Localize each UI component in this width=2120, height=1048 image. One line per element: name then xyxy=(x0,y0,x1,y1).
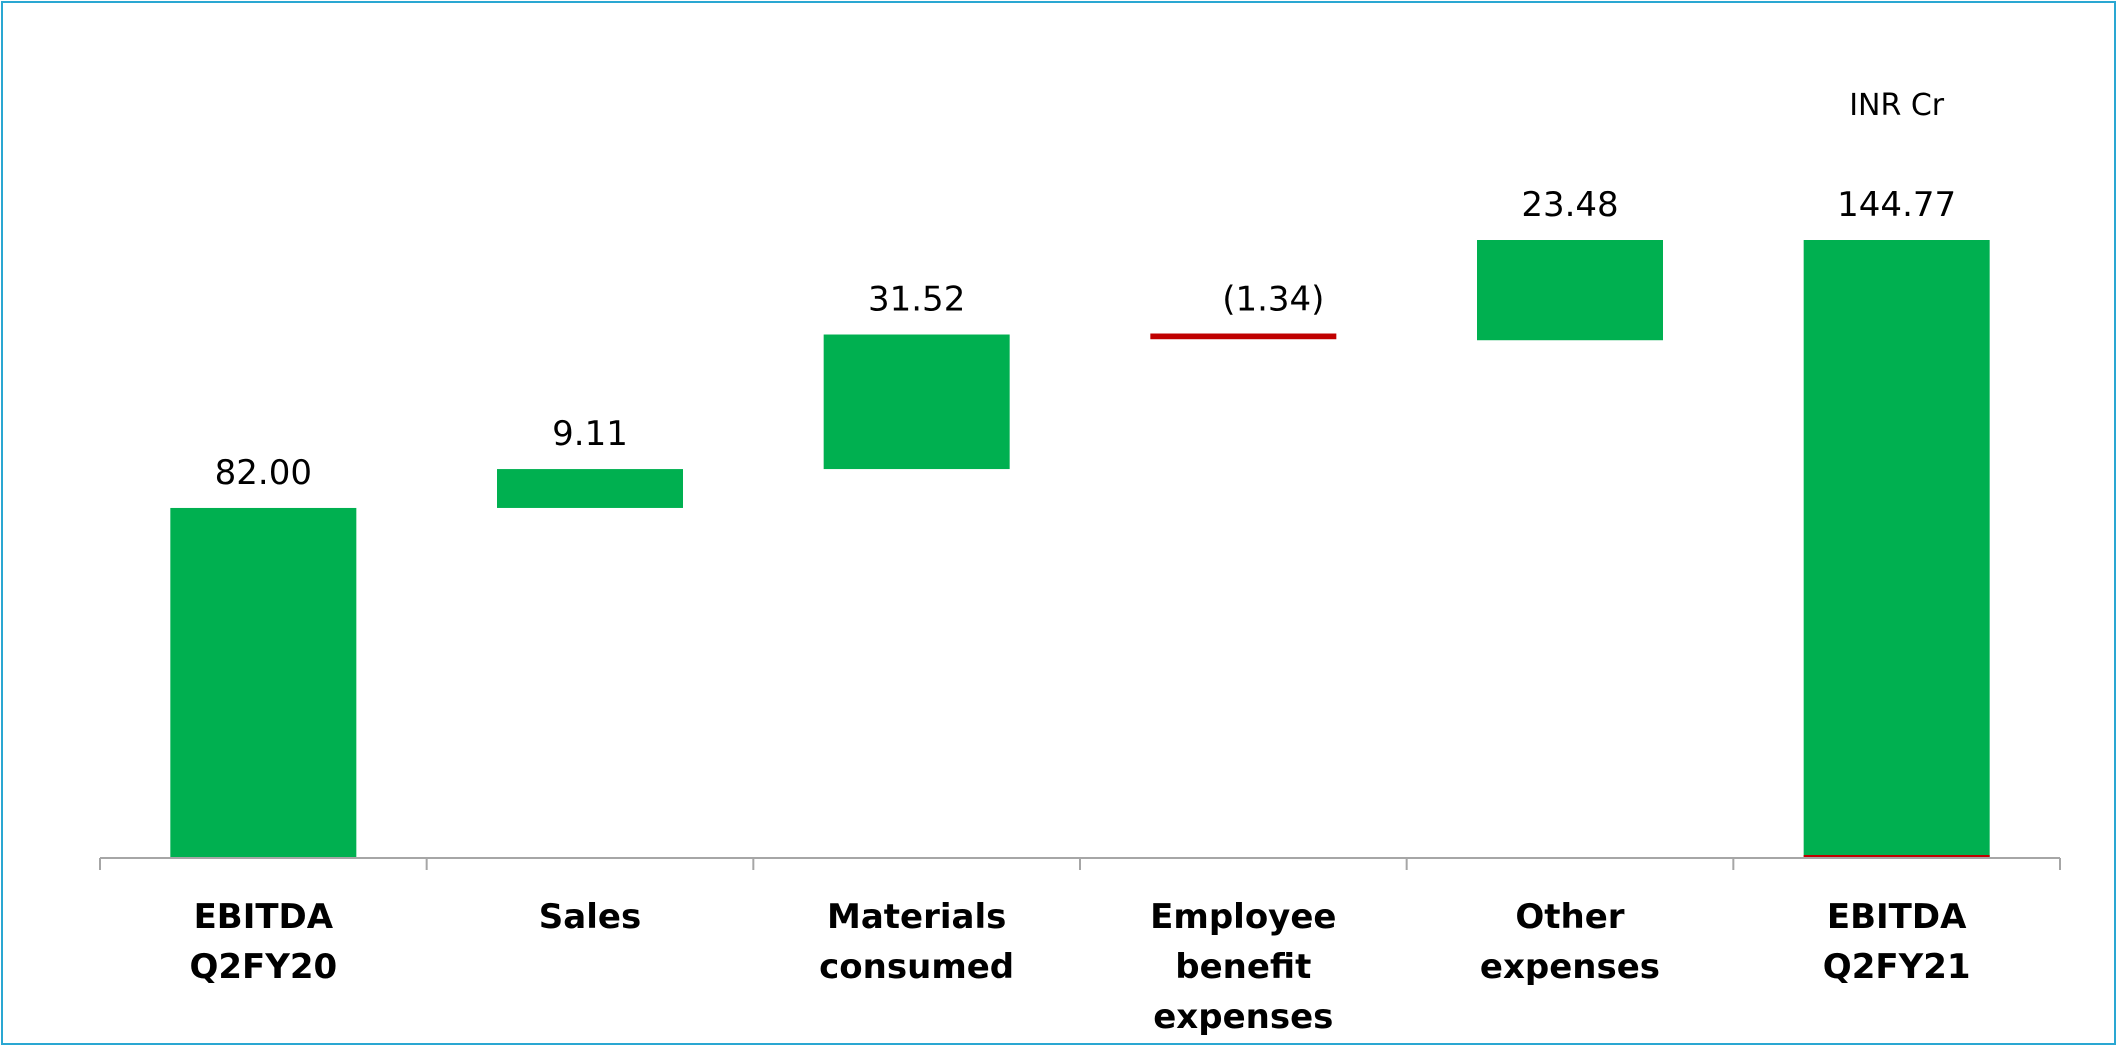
value-label-5: 144.77 xyxy=(1837,185,1956,225)
category-label-line: Q2FY20 xyxy=(189,947,337,987)
category-label-line: Sales xyxy=(539,897,641,937)
category-label-2: Materials consumed xyxy=(819,897,1014,987)
category-label-line: consumed xyxy=(819,947,1014,987)
bar-1 xyxy=(497,469,683,508)
category-label-line: Q2FY21 xyxy=(1823,947,1971,987)
bars-layer xyxy=(170,240,1990,858)
category-labels-layer: EBITDA Q2FY20 Sales Materials consumed Employ… xyxy=(189,897,1970,1037)
category-label-0: EBITDA Q2FY20 xyxy=(189,897,337,987)
value-label-1: 9.11 xyxy=(552,414,628,454)
category-label-line: Employee xyxy=(1150,897,1336,937)
bar-0 xyxy=(170,507,357,858)
category-label-line: EBITDA xyxy=(194,897,334,937)
bar-3 xyxy=(1150,333,1337,340)
category-label-line: expenses xyxy=(1153,997,1333,1037)
bar-5 xyxy=(1803,240,1990,858)
category-label-1: Sales xyxy=(539,897,641,937)
value-label-4: 23.48 xyxy=(1521,185,1618,225)
value-label-3: (1.34) xyxy=(1222,280,1324,320)
value-labels-layer: 82.00 9.11 31.52 (1.34) 23.48 144.77 xyxy=(215,185,1956,493)
value-label-2: 31.52 xyxy=(868,280,965,320)
value-label-0: 82.00 xyxy=(215,453,312,493)
category-label-line: expenses xyxy=(1480,947,1660,987)
category-label-5: EBITDA Q2FY21 xyxy=(1823,897,1971,987)
waterfall-chart: INR Cr 82.00 9.11 31.52 (1.34) 23.48 144.77 E… xyxy=(99,88,2061,1037)
category-label-4: Other expenses xyxy=(1480,897,1660,987)
final-bar-base-marker xyxy=(1803,855,1990,858)
unit-label: INR Cr xyxy=(1849,88,1945,123)
category-label-line: Other xyxy=(1515,897,1624,937)
category-label-3: Employee benefit expenses xyxy=(1150,897,1336,1037)
category-label-line: EBITDA xyxy=(1827,897,1967,937)
x-axis xyxy=(99,857,2061,870)
bar-2 xyxy=(823,334,1010,470)
category-label-line: Materials xyxy=(827,897,1006,937)
bar-4 xyxy=(1477,240,1663,341)
category-label-line: benefit xyxy=(1175,947,1311,987)
